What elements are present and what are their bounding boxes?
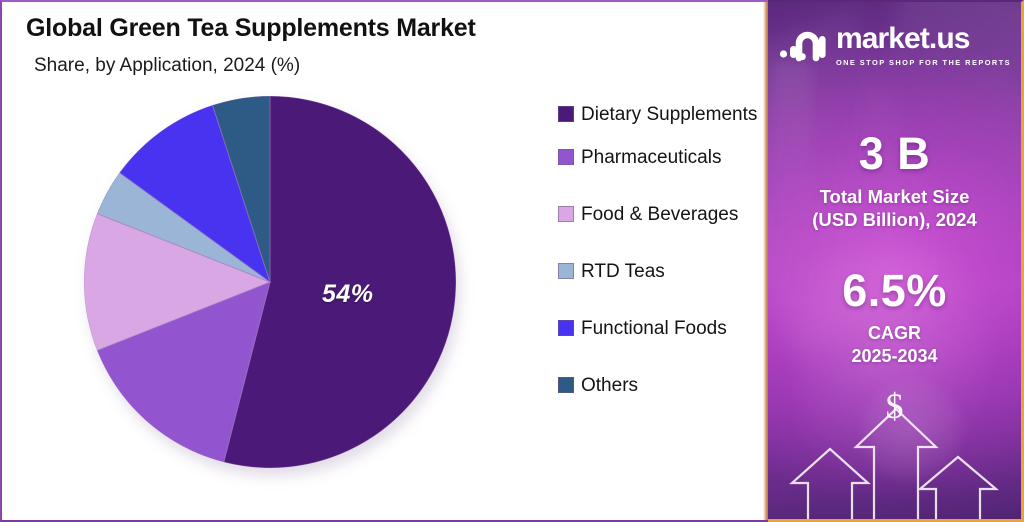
market-size-caption-line1: Total Market Size <box>819 186 970 208</box>
legend-item-others[interactable]: Others <box>558 373 768 400</box>
market-size-caption: Total Market Size (USD Billion), 2024 <box>768 186 1021 231</box>
cagr-caption: CAGR 2025-2034 <box>768 322 1021 368</box>
legend-item-rtd-teas[interactable]: RTD Teas <box>558 259 768 286</box>
legend-item-pharmaceuticals[interactable]: Pharmaceuticals <box>558 145 768 172</box>
cagr-value: 6.5% <box>842 265 947 317</box>
brand-tagline: ONE STOP SHOP FOR THE REPORTS <box>835 58 1012 67</box>
legend-swatch-icon <box>558 205 574 222</box>
legend-item-functional-foods[interactable]: Functional Foods <box>558 316 768 343</box>
legend-swatch-icon <box>558 376 574 393</box>
pie-slice-functional-foods[interactable] <box>118 104 271 284</box>
legend-swatch-icon <box>558 106 574 122</box>
dollar-sign-icon: $ <box>885 386 904 426</box>
cagr-caption-line1: CAGR <box>868 322 921 343</box>
brand-panel: market.us ONE STOP SHOP FOR THE REPORTS … <box>768 0 1024 522</box>
legend-item-food-beverages[interactable]: Food & Beverages <box>558 202 768 229</box>
legend-item-label: RTD Teas <box>581 260 665 282</box>
legend-swatch-icon <box>558 319 574 336</box>
pie-slices <box>84 96 456 468</box>
cagr-caption-line2: 2025-2034 <box>851 345 938 366</box>
chart-header: Global Green Tea Supplements Market Shar… <box>2 2 768 77</box>
pie-chart: 54% <box>84 96 460 476</box>
legend-item-dietary-supplements[interactable]: Dietary Supplements <box>558 102 768 129</box>
page-title: Global Green Tea Supplements Market <box>26 14 476 42</box>
legend-item-label: Functional Foods <box>581 317 727 339</box>
brand-name: market.us <box>835 22 971 55</box>
chart-panel: Global Green Tea Supplements Market Shar… <box>0 0 768 522</box>
stats-spacer <box>768 231 1021 267</box>
brand-logo[interactable]: market.us ONE STOP SHOP FOR THE REPORTS <box>768 24 1021 67</box>
legend-item-label: Pharmaceuticals <box>581 146 722 168</box>
legend-item-label: Food & Beverages <box>581 203 739 225</box>
market-us-logo-icon <box>779 31 826 61</box>
market-size-value: 3 B <box>858 128 931 179</box>
legend-swatch-icon <box>558 262 574 279</box>
page-subtitle: Share, by Application, 2024 (%) <box>34 54 301 76</box>
pie-slice-pharmaceuticals[interactable] <box>96 281 271 463</box>
pie-svg <box>84 96 456 468</box>
market-size-caption-line2: (USD Billion), 2024 <box>812 208 977 230</box>
brand-logo-text: market.us ONE STOP SHOP FOR THE REPORTS <box>835 22 1012 68</box>
pie-slice-dietary-supplements[interactable] <box>223 96 456 468</box>
legend-item-label: Others <box>581 374 639 396</box>
legend-swatch-icon <box>558 148 574 165</box>
stats-block: 3 B Total Market Size (USD Billion), 202… <box>768 130 1021 368</box>
legend-item-label: Dietary Supplements <box>581 104 758 125</box>
arrows-icon <box>789 407 1000 519</box>
pie-slice-others[interactable] <box>211 96 271 283</box>
pie-slice-label-dietary-supplements: 54% <box>322 280 374 308</box>
pie-slice-food-beverages[interactable] <box>84 212 272 352</box>
growth-arrows-graphic: $ <box>768 379 1021 519</box>
chart-legend: Dietary Supplements Pharmaceuticals Food &… <box>558 102 768 430</box>
